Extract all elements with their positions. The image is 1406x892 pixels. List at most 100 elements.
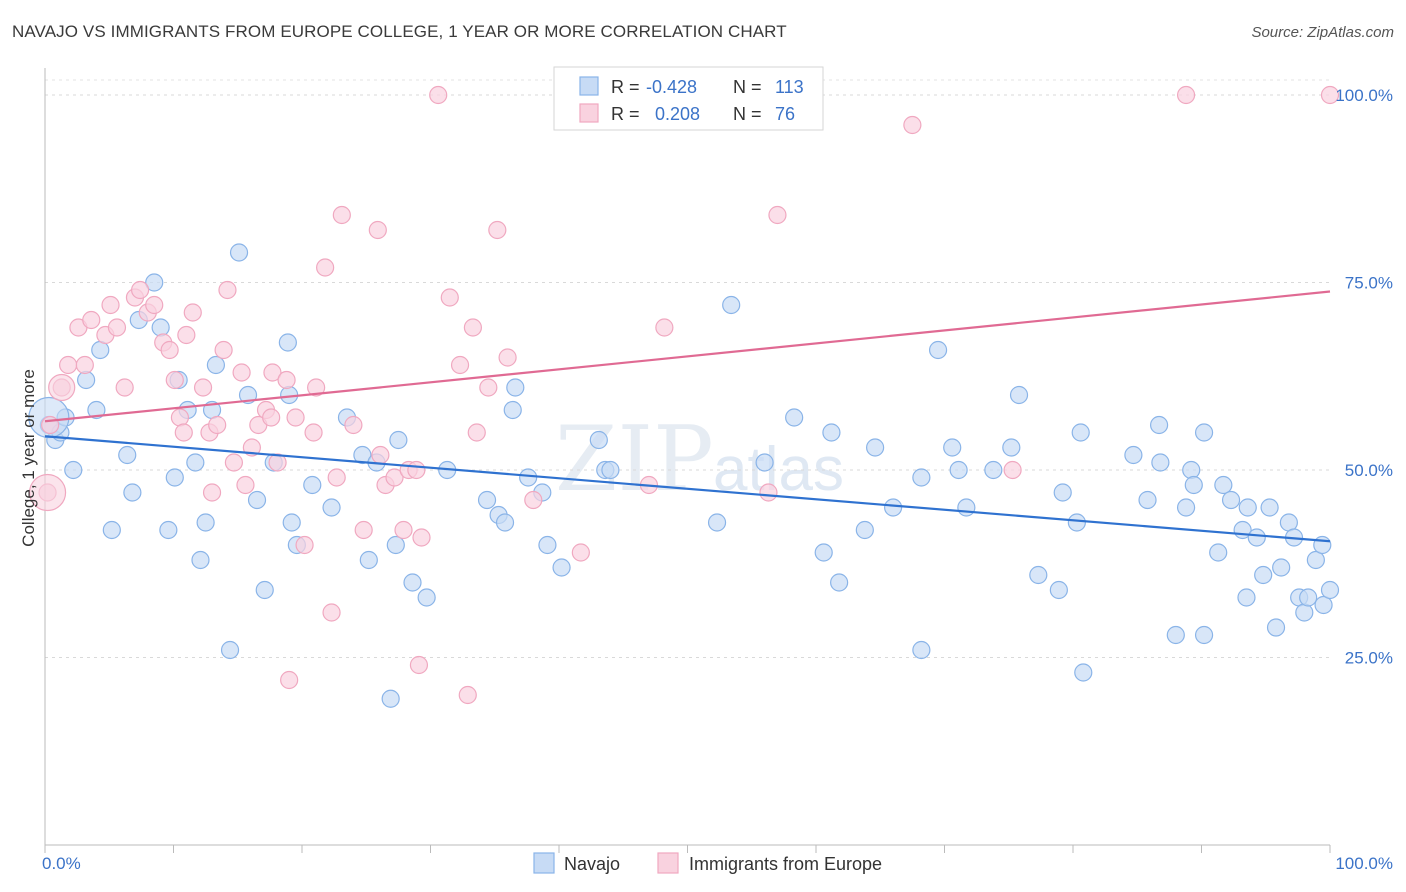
navajo-r-value: -0.428	[646, 77, 697, 97]
europe-point	[107, 318, 127, 337]
navajo-point	[949, 460, 968, 480]
navajo-point	[1221, 490, 1241, 510]
europe-point	[165, 370, 184, 390]
navajo-point	[822, 423, 841, 442]
navajo-point	[1049, 580, 1068, 600]
navajo-point	[1260, 498, 1279, 517]
x-tick-labels: 0.0% 100.0%	[42, 854, 1393, 873]
europe-point	[214, 340, 233, 360]
trend-lines	[44, 290, 1331, 543]
legend-navajo-label: Navajo	[564, 854, 620, 874]
navajo-point	[755, 453, 774, 472]
navajo-point	[1254, 565, 1273, 585]
europe-point	[479, 378, 498, 397]
navajo-point	[102, 520, 121, 540]
y-tick-label: 75.0%	[1345, 274, 1393, 293]
navajo-point	[957, 498, 976, 517]
europe-point	[295, 535, 314, 555]
navajo-point	[87, 400, 106, 420]
europe-point	[236, 475, 255, 495]
y-axis-label: College, 1 year or more	[19, 369, 38, 547]
navajo-point	[1214, 475, 1233, 495]
europe-point	[412, 528, 431, 547]
europe-point	[59, 355, 78, 375]
europe-swatch	[579, 103, 599, 123]
source-credit: Source: ZipAtlas.com	[1251, 24, 1394, 41]
navajo-point	[403, 573, 422, 592]
navajo-point	[1320, 580, 1340, 600]
europe-point	[202, 483, 222, 502]
y-tick-label: 25.0%	[1345, 649, 1393, 668]
europe-point	[268, 453, 287, 472]
y-tick-labels: 25.0% 50.0% 75.0% 100.0%	[1335, 86, 1393, 668]
navajo-point	[503, 400, 522, 420]
europe-point	[1176, 85, 1196, 105]
navajo-point	[912, 640, 931, 660]
navajo-point	[722, 295, 741, 315]
navajo-point	[928, 340, 948, 360]
navajo-point	[206, 355, 226, 375]
axes	[44, 68, 1331, 853]
europe-point	[1320, 85, 1340, 105]
navajo-point	[1299, 588, 1318, 607]
navajo-point	[77, 370, 96, 390]
navajo-point	[1194, 625, 1214, 645]
europe-point	[208, 415, 227, 435]
navajo-point	[159, 520, 178, 540]
navajo-point	[1124, 445, 1143, 465]
europe-point	[409, 655, 429, 675]
europe-point	[407, 460, 426, 480]
europe-point	[332, 205, 351, 225]
navajo-point	[118, 445, 137, 465]
europe-point	[170, 408, 190, 427]
navajo-point	[255, 580, 274, 600]
europe-point	[316, 258, 335, 277]
europe-point	[232, 363, 251, 382]
europe-trend-line	[44, 290, 1331, 423]
europe-point	[498, 348, 517, 367]
europe-point	[354, 520, 373, 540]
europe-point	[307, 378, 326, 397]
navajo-point	[495, 513, 515, 532]
navajo-point	[1151, 453, 1170, 472]
navajo-point	[1184, 475, 1203, 495]
navajo-point	[707, 513, 727, 532]
europe-point	[371, 445, 390, 465]
navajo-point	[1295, 603, 1314, 622]
navajo-point	[64, 460, 83, 480]
legend-europe-swatch	[657, 852, 679, 874]
europe-point	[440, 288, 459, 307]
europe-point	[458, 685, 477, 705]
europe-point	[467, 423, 486, 442]
y-tick-label: 100.0%	[1335, 86, 1393, 105]
europe-point	[48, 373, 76, 402]
navajo-point	[1071, 423, 1090, 442]
europe-point	[524, 490, 543, 510]
europe-point	[429, 85, 448, 105]
navajo-point	[229, 243, 249, 262]
navajo-point	[1067, 513, 1086, 532]
navajo-point	[145, 273, 164, 292]
europe-point	[463, 318, 483, 337]
europe-point	[768, 205, 787, 225]
europe-n-value: 76	[775, 104, 795, 124]
navajo-point	[506, 378, 525, 397]
europe-point	[304, 423, 323, 442]
stats-legend-box	[553, 66, 824, 131]
watermark-zip: ZIP	[555, 407, 714, 512]
navajo-point	[552, 558, 571, 577]
europe-point	[101, 295, 120, 315]
navajo-point	[353, 445, 372, 465]
europe-point	[344, 415, 363, 435]
europe-point	[145, 295, 164, 315]
navajo-point	[196, 513, 215, 532]
series-legend: Navajo Immigrants from Europe	[533, 852, 882, 874]
europe-point	[759, 483, 778, 502]
europe-point	[263, 363, 282, 382]
europe-point	[262, 408, 281, 427]
europe-r-label: R =	[611, 104, 640, 124]
navajo-point	[477, 490, 497, 510]
europe-point	[450, 355, 470, 375]
navajo-point	[1266, 618, 1286, 637]
navajo-point	[165, 468, 184, 487]
